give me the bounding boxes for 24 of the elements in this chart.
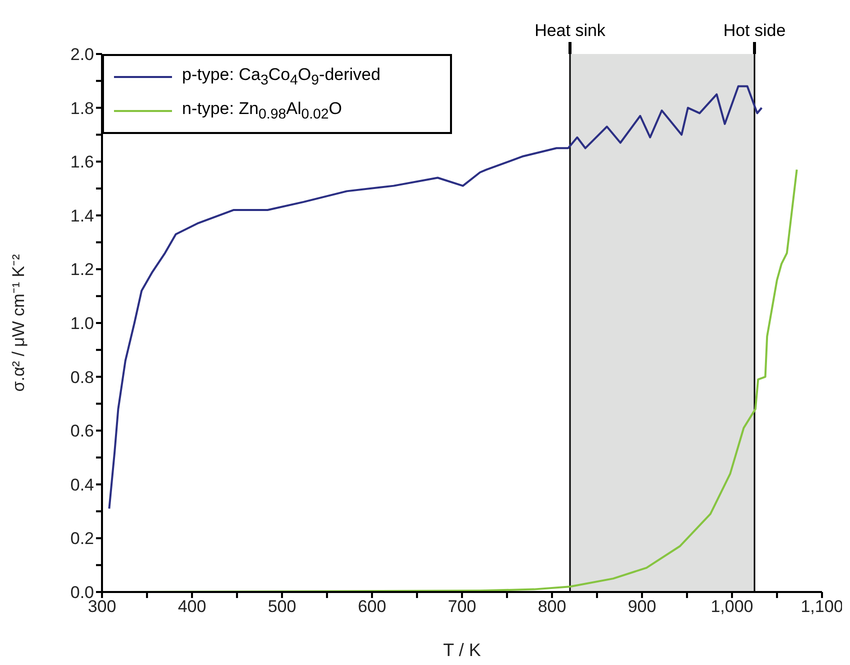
y-tick-label: 1.2 [70, 260, 94, 280]
y-tick-label: 2.0 [70, 45, 94, 64]
y-tick-label: 0.8 [70, 368, 94, 387]
legend-label: p-type: Ca$_{3}$Co$_{4}$O$_{9}$-derived [182, 65, 380, 89]
x-tick-label: 600 [358, 597, 386, 616]
x-tick-label: 500 [268, 597, 296, 616]
x-tick-label: 400 [178, 597, 206, 616]
x-tick-label: 300 [88, 597, 116, 616]
x-tick-label: 800 [538, 597, 566, 616]
legend-label: n-type: Zn$_{0.98}$Al$_{0.02}$O [182, 99, 342, 123]
y-tick-label: 1.4 [70, 206, 94, 226]
ref-line-label: Heat sink [534, 21, 606, 40]
y-tick-label: 1.8 [70, 98, 94, 118]
y-tick-label: 1.6 [70, 152, 94, 172]
x-tick-label: 1,000 [710, 597, 754, 616]
y-tick-label: 1.0 [70, 314, 94, 334]
x-axis-title: T / K [443, 640, 481, 660]
x-tick-label: 700 [448, 597, 476, 616]
y-tick-label: 0.4 [70, 475, 94, 494]
x-tick-label: 900 [628, 597, 656, 616]
y-axis-title: σ.α² / μW cm⁻¹ K⁻² [9, 254, 28, 392]
ref-line-label: Hot side [723, 21, 786, 40]
y-tick-label: 0.6 [70, 422, 94, 441]
y-tick-label: 0.2 [70, 529, 94, 548]
